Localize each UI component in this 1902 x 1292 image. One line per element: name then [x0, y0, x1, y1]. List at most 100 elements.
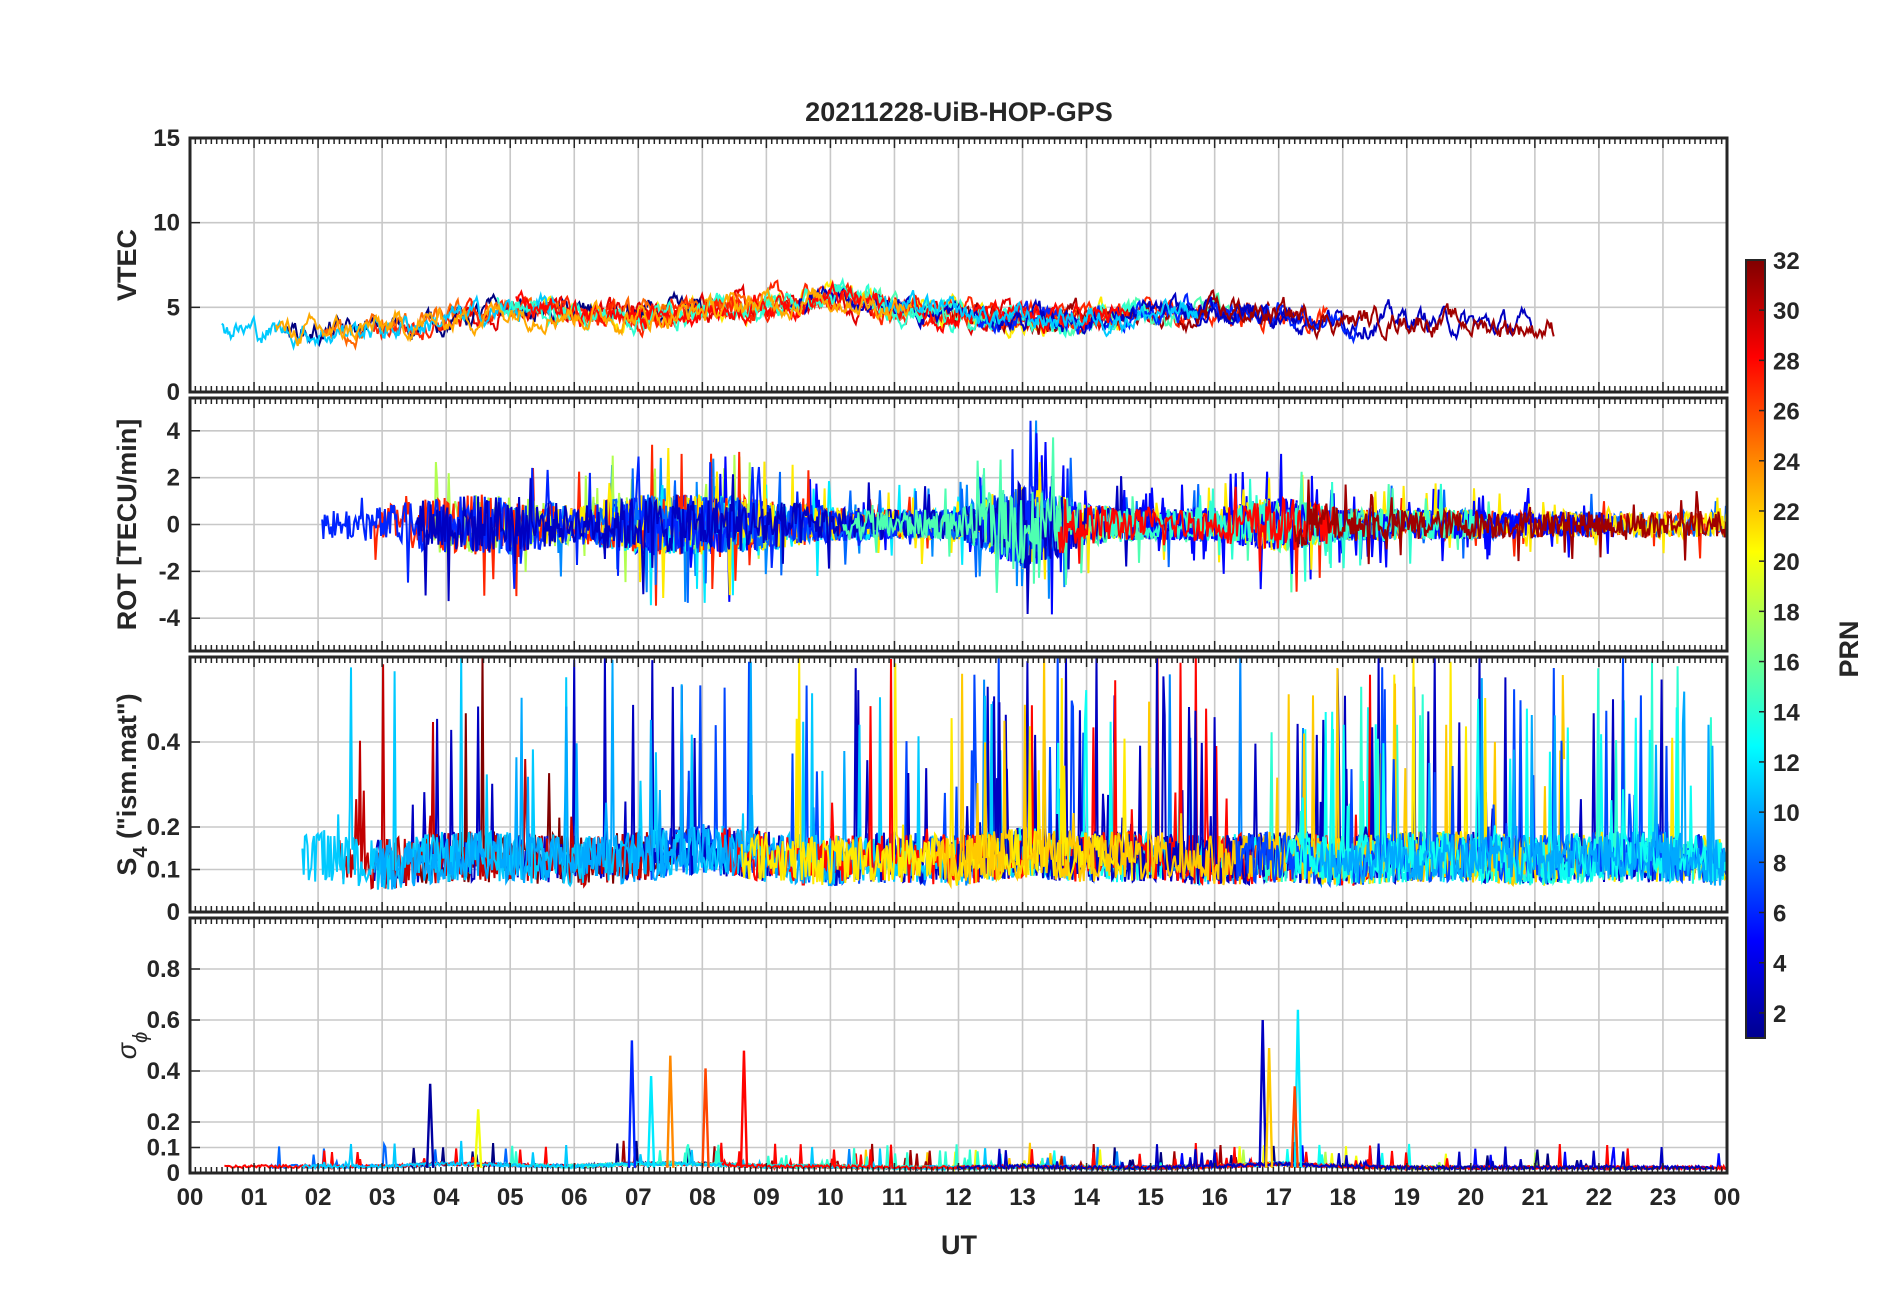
colorbar-tick-label: 30: [1773, 298, 1800, 325]
series-group: [321, 420, 1727, 615]
y-tick-label: 5: [167, 294, 180, 321]
colorbar-tick-label: 20: [1773, 549, 1800, 576]
x-tick-label: 20: [1457, 1184, 1484, 1211]
y-tick-label: 10: [153, 210, 180, 237]
colorbar-tick-label: 14: [1773, 700, 1800, 727]
scintillation-spike: [646, 1076, 656, 1168]
y-tick-label: 0.2: [147, 1109, 180, 1136]
y-axis-label-rot: ROT [TECU/min]: [112, 419, 142, 630]
colorbar-tick-label: 2: [1773, 1001, 1786, 1028]
y-tick-label: 4: [167, 418, 181, 445]
colorbar-tick-label: 26: [1773, 399, 1800, 426]
colorbar-tick-label: 4: [1773, 951, 1787, 978]
colorbar-tick-label: 24: [1773, 449, 1800, 476]
y-tick-label: 0.2: [147, 814, 180, 841]
scintillation-spike: [627, 1040, 637, 1168]
x-tick-label: 18: [1329, 1184, 1356, 1211]
scintillation-spike: [1264, 1048, 1274, 1168]
scintillation-spike: [1290, 1086, 1299, 1168]
colorbar-tick-label: 6: [1773, 901, 1786, 928]
x-tick-label: 11: [882, 1184, 907, 1211]
prn-series-line: [373, 659, 859, 890]
prn-series-line: [275, 287, 913, 347]
y-tick-label: 0.1: [147, 857, 180, 884]
x-tick-label: 00: [177, 1184, 204, 1211]
x-axis: 00 01 02 03 04 05 06 07 08 09 10 11 12 13 14 15 16 17 18 19…: [177, 1184, 1741, 1211]
x-tick-label: 22: [1586, 1184, 1613, 1211]
prn-series-line: [883, 289, 1199, 338]
x-tick-label: 03: [369, 1184, 396, 1211]
y-tick-label: 2: [167, 465, 180, 492]
series-group: [301, 657, 1727, 890]
y-tick-label: 0.4: [147, 729, 181, 756]
y-axis-label-sigma_phi: σϕ: [112, 1032, 152, 1059]
y-tick-label: 0: [167, 512, 180, 539]
x-tick-label: 17: [1265, 1184, 1292, 1211]
y-tick-label: 0: [167, 899, 180, 926]
colorbar-label: PRN: [1834, 620, 1864, 677]
chart-title: 20211228-UiB-HOP-GPS: [805, 97, 1113, 127]
x-tick-label: 13: [1009, 1184, 1036, 1211]
scintillation-spike: [666, 1055, 675, 1168]
y-tick-label: 0.6: [147, 1007, 180, 1034]
series-group: [224, 1009, 1727, 1173]
colorbar-gradient: [1745, 259, 1766, 1039]
y-tick-label: 0: [167, 1160, 180, 1187]
colorbar-tick-label: 12: [1773, 750, 1800, 777]
scintillation-spike: [1258, 1019, 1267, 1168]
x-tick-label: 14: [1073, 1184, 1100, 1211]
x-tick-label: 09: [753, 1184, 780, 1211]
x-tick-label: 05: [497, 1184, 524, 1211]
colorbar-tick-label: 28: [1773, 348, 1800, 375]
colorbar-tick-label: 16: [1773, 650, 1800, 677]
colorbar-tick-label: 18: [1773, 599, 1800, 626]
prn-series-line: [1057, 486, 1337, 572]
colorbar-tick-label: 10: [1773, 800, 1800, 827]
y-tick-label: 15: [153, 125, 180, 152]
colorbar-tick-label: 32: [1773, 248, 1800, 275]
y-tick-label: 0: [167, 379, 180, 406]
y-axis-label-vtec: VTEC: [112, 229, 142, 301]
x-tick-label: 02: [305, 1184, 332, 1211]
x-tick-label: 08: [689, 1184, 716, 1211]
prn-series-line: [1293, 479, 1727, 565]
x-tick-label: 12: [945, 1184, 972, 1211]
y-tick-label: -4: [159, 605, 181, 632]
y-axis-label-s4: S4 ("ism.mat"): [112, 693, 152, 875]
series-group: [221, 276, 1555, 351]
scintillation-spike: [701, 1068, 710, 1168]
scintillation-spike: [473, 1109, 483, 1168]
panel-sigma_phi: 00.10.2 0.4 0.6 0.8 σϕ: [112, 916, 1729, 1187]
y-tick-label: 0.1: [147, 1135, 180, 1162]
panel-s4: 0 0.1 0.2 0.4S4 ("ism.mat"): [112, 655, 1729, 926]
x-tick-label: 15: [1137, 1184, 1164, 1211]
x-tick-label: 21: [1522, 1184, 1549, 1211]
x-tick-label: 06: [561, 1184, 588, 1211]
prn-series-line: [1194, 288, 1555, 342]
y-tick-label: 0.4: [147, 1058, 181, 1085]
panel-frame: [188, 655, 1729, 914]
panel-rot: -4 -2 0 2 4 ROT [TECU/min]: [112, 396, 1729, 653]
colorbar-tick-label: 22: [1773, 499, 1800, 526]
scintillation-spike: [739, 1050, 749, 1168]
prn-series-line: [740, 658, 1134, 886]
x-axis-label: UT: [941, 1230, 977, 1260]
x-tick-label: 00: [1714, 1184, 1741, 1211]
x-tick-label: 23: [1650, 1184, 1677, 1211]
colorbar-tick-label: 8: [1773, 850, 1786, 877]
prn-series-line: [415, 474, 1184, 615]
x-tick-label: 19: [1393, 1184, 1420, 1211]
x-tick-label: 07: [625, 1184, 652, 1211]
x-tick-label: 04: [433, 1184, 460, 1211]
scintillation-spike: [425, 1083, 435, 1168]
y-tick-label: 0.8: [147, 956, 180, 983]
x-tick-label: 01: [241, 1184, 268, 1211]
panel-vtec: 0 5 10 15 VTEC: [112, 125, 1729, 406]
prn-series-line: [515, 279, 1127, 335]
panel-frame: [188, 916, 1729, 1175]
prn-series-line: [1319, 678, 1727, 886]
x-tick-label: 10: [817, 1184, 844, 1211]
